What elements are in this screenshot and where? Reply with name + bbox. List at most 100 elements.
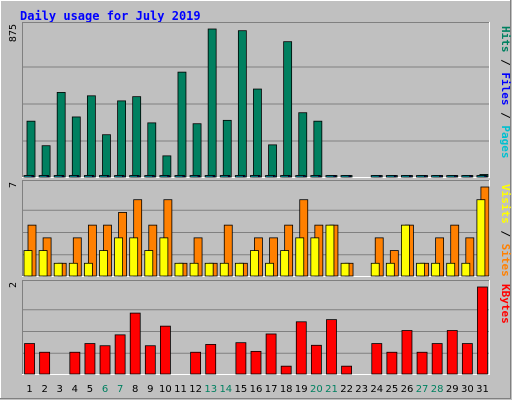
bar-kbytes-kbytes-day-31 xyxy=(477,286,488,375)
x-label-day-11: 11 xyxy=(174,384,187,395)
bar-kbytes-kbytes-day-1 xyxy=(24,343,35,375)
bar-visits-sites-day-6 xyxy=(99,250,108,277)
bar-hits-pages-day-17 xyxy=(265,175,274,178)
x-label-day-21: 21 xyxy=(325,384,338,395)
bar-hits-pages-day-19 xyxy=(295,175,305,178)
bar-visits-sites-day-8 xyxy=(129,237,139,277)
panel-visits-ymax-label: 7 xyxy=(8,182,19,188)
legend-pages: Pages xyxy=(499,125,512,158)
x-label-day-24: 24 xyxy=(370,384,383,395)
x-label-day-25: 25 xyxy=(386,384,399,395)
bar-kbytes-kbytes-day-12 xyxy=(190,351,202,375)
bar-hits-hits-day-19 xyxy=(298,112,308,178)
bar-hits-pages-day-20 xyxy=(310,175,320,178)
bar-kbytes-kbytes-day-24 xyxy=(371,343,383,375)
bar-hits-hits-day-12 xyxy=(192,123,202,178)
bar-hits-hits-day-11 xyxy=(177,71,187,178)
x-label-day-7: 7 xyxy=(117,384,123,395)
bar-visits-sites-day-30 xyxy=(461,262,471,277)
bar-kbytes-kbytes-day-30 xyxy=(461,343,473,375)
bar-kbytes-kbytes-day-6 xyxy=(99,345,111,375)
bar-hits-pages-day-1 xyxy=(23,175,33,178)
legend-hits: Hits xyxy=(499,26,512,53)
panel-kbytes-legend: KBytes xyxy=(499,284,512,324)
bar-visits-sites-day-19 xyxy=(295,237,305,277)
bar-hits-hits-day-4 xyxy=(71,116,81,178)
bar-hits-pages-day-25 xyxy=(385,175,395,178)
x-label-day-19: 19 xyxy=(295,384,308,395)
chart-title: Daily usage for July 2019 xyxy=(20,9,201,23)
bar-hits-hits-day-6 xyxy=(102,134,111,178)
bar-kbytes-kbytes-day-27 xyxy=(416,351,428,375)
bar-hits-hits-day-18 xyxy=(283,41,293,178)
x-label-day-29: 29 xyxy=(446,384,459,395)
x-label-day-4: 4 xyxy=(72,384,78,395)
bar-kbytes-kbytes-day-15 xyxy=(235,342,247,375)
bar-hits-hits-day-3 xyxy=(56,92,66,178)
bar-hits-hits-day-10 xyxy=(162,155,172,178)
bar-kbytes-kbytes-day-17 xyxy=(265,333,277,375)
bar-visits-sites-day-17 xyxy=(265,262,274,277)
bar-hits-hits-day-9 xyxy=(147,122,157,178)
bar-kbytes-kbytes-day-19 xyxy=(295,321,307,375)
bar-visits-sites-day-2 xyxy=(38,250,48,277)
bar-visits-sites-day-14 xyxy=(219,262,229,277)
bar-hits-pages-day-21 xyxy=(325,175,335,178)
x-label-day-9: 9 xyxy=(147,384,153,395)
legend-separator: / xyxy=(499,224,512,244)
bar-visits-sites-day-5 xyxy=(83,262,93,277)
bar-visits-sites-day-7 xyxy=(114,237,123,277)
x-label-day-5: 5 xyxy=(87,384,93,395)
x-label-day-26: 26 xyxy=(401,384,414,395)
bar-visits-sites-day-16 xyxy=(250,250,259,277)
x-label-day-15: 15 xyxy=(235,384,248,395)
bar-visits-sites-day-9 xyxy=(144,250,154,277)
bar-hits-pages-day-16 xyxy=(250,175,259,178)
bar-hits-pages-day-4 xyxy=(68,175,78,178)
x-label-day-22: 22 xyxy=(340,384,353,395)
bar-visits-sites-day-3 xyxy=(53,262,63,277)
bar-visits-sites-day-13 xyxy=(204,262,214,277)
bar-visits-sites-day-15 xyxy=(234,262,244,277)
bar-hits-pages-day-7 xyxy=(114,175,123,178)
bar-hits-pages-day-18 xyxy=(280,175,290,178)
x-label-day-2: 2 xyxy=(41,384,47,395)
bar-hits-hits-day-1 xyxy=(26,120,36,178)
bar-hits-pages-day-22 xyxy=(340,175,350,178)
chart-panels: 875 Hits / Files / Pages 7 Visits / Sites 2 K… xyxy=(8,22,512,375)
legend-separator: / xyxy=(499,106,512,126)
bar-hits-pages-day-24 xyxy=(370,175,380,178)
bar-visits-sites-day-11 xyxy=(174,262,184,277)
bar-visits-sites-day-24 xyxy=(370,262,380,277)
x-label-day-12: 12 xyxy=(189,384,202,395)
x-label-day-20: 20 xyxy=(310,384,323,395)
x-label-day-8: 8 xyxy=(132,384,138,395)
bar-kbytes-kbytes-day-10 xyxy=(160,325,171,375)
legend-sites: Sites xyxy=(499,244,512,277)
x-label-day-27: 27 xyxy=(416,384,429,395)
panel-hits-ymax-label: 875 xyxy=(8,24,19,42)
bar-visits-sites-day-4 xyxy=(68,262,78,277)
x-label-day-17: 17 xyxy=(265,384,278,395)
bar-hits-pages-day-5 xyxy=(83,175,93,178)
bar-hits-pages-day-3 xyxy=(53,175,63,178)
x-axis-labels: 1 2 3 4 5 6 7 8 9 10 11 12 13 14 15 16 17 18 19 20 21 22 23 24 2… xyxy=(26,384,488,395)
x-label-day-13: 13 xyxy=(204,384,217,395)
bar-hits-pages-day-2 xyxy=(38,175,48,178)
bar-hits-pages-day-10 xyxy=(159,175,169,178)
bar-visits-sites-day-1 xyxy=(23,250,33,277)
bar-kbytes-kbytes-day-8 xyxy=(129,312,141,375)
bar-visits-sites-day-20 xyxy=(310,237,320,277)
bar-hits-pages-day-14 xyxy=(219,175,229,178)
x-label-day-23: 23 xyxy=(355,384,368,395)
bar-kbytes-kbytes-day-5 xyxy=(84,343,96,375)
bar-kbytes-kbytes-day-2 xyxy=(39,351,51,375)
bar-hits-pages-day-6 xyxy=(99,175,108,178)
bar-visits-sites-day-31 xyxy=(476,199,486,277)
bar-hits-hits-day-8 xyxy=(132,96,142,178)
x-label-day-3: 3 xyxy=(57,384,63,395)
bar-hits-pages-day-13 xyxy=(204,175,214,178)
bar-kbytes-kbytes-day-21 xyxy=(326,319,337,375)
bar-hits-hits-day-20 xyxy=(313,120,323,178)
bar-hits-hits-day-14 xyxy=(222,119,232,178)
